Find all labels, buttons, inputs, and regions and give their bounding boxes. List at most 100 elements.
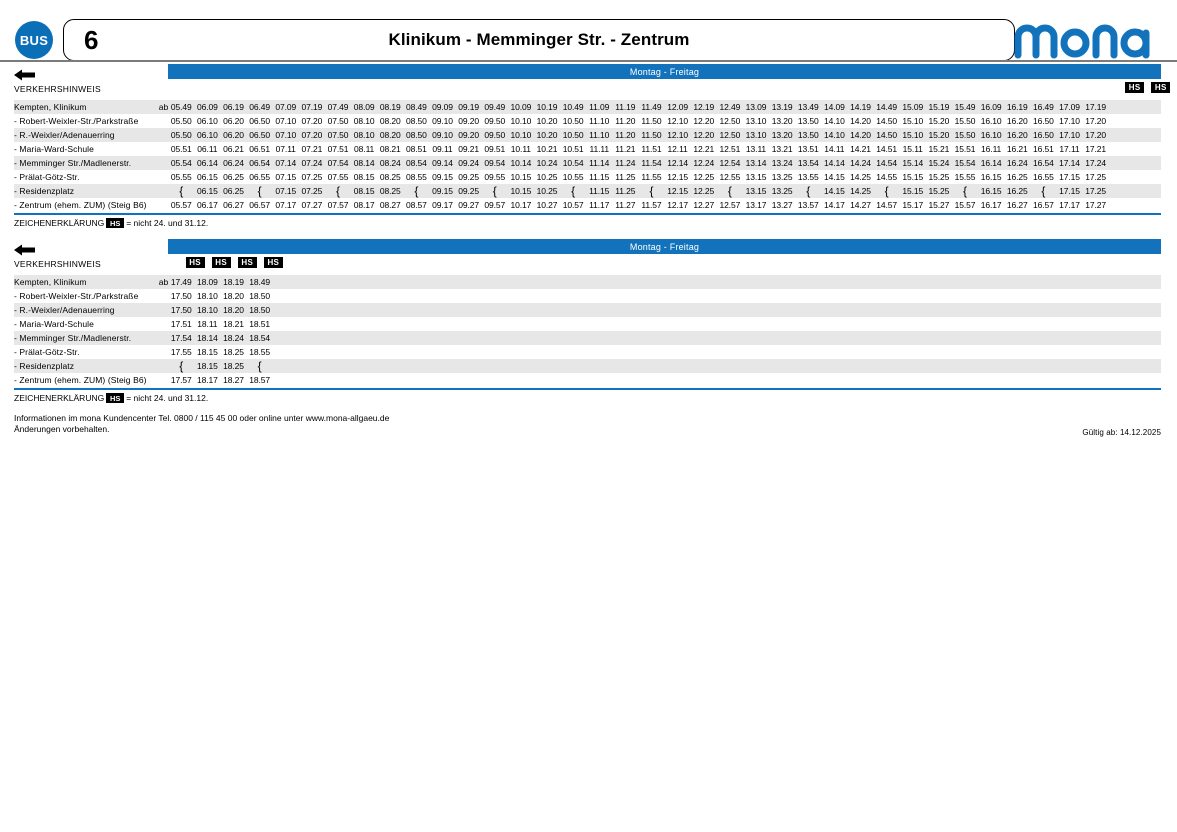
empty-cell xyxy=(351,275,378,289)
day-range-bar-0: Montag - Freitag xyxy=(168,64,1161,79)
empty-cell xyxy=(1030,289,1056,303)
empty-cell xyxy=(482,345,508,359)
footer-info: Informationen im mona Kundencenter Tel. … xyxy=(14,413,389,435)
empty-cell xyxy=(1083,289,1109,303)
empty-cell xyxy=(1135,198,1161,212)
departure-time-cell: 15.49 xyxy=(951,100,979,114)
empty-cell xyxy=(1134,331,1161,345)
table-row: - R.-Weixler/Adenauerring 05.50 06.10 06.20… xyxy=(14,128,1161,142)
departure-time-cell: 06.10 xyxy=(194,128,221,142)
empty-cell xyxy=(925,275,952,289)
departure-time-cell: 17.15 xyxy=(1059,172,1080,182)
legend-prefix-0: ZEICHENERKLÄRUNG xyxy=(14,218,105,228)
departure-time-cell: 07.21 xyxy=(301,144,323,154)
departure-marker-cell xyxy=(154,184,169,198)
departure-time-cell: 15.51 xyxy=(954,144,976,154)
departure-time-cell: 09.21 xyxy=(458,144,480,154)
departure-time-cell: 16.51 xyxy=(1032,144,1054,154)
empty-cell xyxy=(873,303,900,317)
departure-time-cell: 09.27 xyxy=(458,200,480,210)
empty-cell xyxy=(351,373,377,387)
empty-cell xyxy=(1004,303,1031,317)
traffic-note-label-0: VERKEHRSHINWEIS xyxy=(14,84,101,94)
departure-time-cell: 10.25 xyxy=(533,184,561,198)
departure-time-cell: 10.10 xyxy=(507,128,534,142)
empty-cell xyxy=(821,275,848,289)
departure-time-cell: 06.57 xyxy=(249,200,271,210)
empty-cell xyxy=(1056,275,1083,289)
departure-time-cell: 08.25 xyxy=(377,184,404,198)
empty-cell xyxy=(847,359,874,373)
empty-cell xyxy=(324,275,352,289)
empty-cell xyxy=(899,331,926,345)
empty-cell xyxy=(586,345,612,359)
empty-cell xyxy=(481,303,508,317)
empty-cell xyxy=(1134,359,1161,373)
empty-cell xyxy=(612,317,638,331)
departure-time-cell: 13.15 xyxy=(745,172,767,182)
departure-time-cell: 13.49 xyxy=(795,100,822,114)
departure-marker-cell xyxy=(154,331,169,345)
departure-time-cell: 16.17 xyxy=(980,200,1002,210)
departure-time-cell: 08.24 xyxy=(377,156,404,170)
table-row: Kempten, Klinikum ab 17.49 18.09 18.19 18.49 xyxy=(14,275,1161,289)
departure-time-cell: 10.14 xyxy=(507,156,534,170)
empty-cell xyxy=(769,359,796,373)
empty-cell xyxy=(873,331,900,345)
departure-time-cell: 16.25 xyxy=(1004,184,1031,198)
departure-time-cell: 18.09 xyxy=(194,275,221,289)
empty-cell xyxy=(586,289,612,303)
empty-cell xyxy=(560,359,587,373)
departure-time-cell: 08.10 xyxy=(351,128,378,142)
departure-time-cell: 13.14 xyxy=(742,156,770,170)
empty-cell xyxy=(769,331,796,345)
empty-cell xyxy=(1109,345,1135,359)
table-row: - Zentrum (ehem. ZUM) (Steig B6) 05.57 06.… xyxy=(14,198,1161,212)
departure-time-cell: 18.10 xyxy=(196,291,218,301)
departure-time-cell: 08.09 xyxy=(351,100,378,114)
empty-cell xyxy=(377,289,403,303)
departure-time-cell: 16.24 xyxy=(1004,156,1031,170)
empty-cell xyxy=(1030,317,1056,331)
empty-cell xyxy=(1108,100,1135,114)
empty-cell xyxy=(533,303,561,317)
departure-time-cell: 14.14 xyxy=(821,156,848,170)
empty-cell xyxy=(873,275,900,289)
empty-cell xyxy=(508,317,534,331)
empty-cell xyxy=(978,345,1004,359)
empty-cell xyxy=(560,303,587,317)
departure-time-cell: 18.57 xyxy=(249,375,271,385)
departure-time-cell: 07.11 xyxy=(275,144,296,154)
empty-cell xyxy=(455,359,482,373)
empty-cell xyxy=(716,331,743,345)
departure-time-cell: 06.27 xyxy=(223,200,244,210)
empty-cell xyxy=(612,373,638,387)
departure-time-cell: 10.19 xyxy=(533,100,561,114)
empty-cell xyxy=(638,359,665,373)
empty-cell xyxy=(1004,345,1030,359)
departure-time-cell: 17.27 xyxy=(1085,200,1107,210)
no-stop-brace-cell: { xyxy=(716,184,743,198)
departure-time-cell: 06.09 xyxy=(194,100,221,114)
empty-cell xyxy=(533,331,561,345)
departure-marker-cell xyxy=(154,114,168,128)
departure-time-cell: 16.57 xyxy=(1032,200,1054,210)
departure-time-cell: 07.15 xyxy=(272,184,299,198)
departure-marker-cell: ab xyxy=(154,100,169,114)
table-bottom-rule-1 xyxy=(14,388,1161,390)
no-stop-brace-cell: { xyxy=(168,359,195,373)
no-stop-brace-cell: { xyxy=(403,184,430,198)
departure-time-cell: 12.11 xyxy=(667,144,688,154)
empty-cell xyxy=(1134,100,1161,114)
departure-time-cell: 15.11 xyxy=(902,144,923,154)
empty-cell xyxy=(324,359,352,373)
departure-time-cell: 09.10 xyxy=(432,116,453,126)
empty-cell xyxy=(665,317,691,331)
departure-time-cell: 15.27 xyxy=(928,200,950,210)
departure-time-cell: 09.50 xyxy=(484,116,506,126)
mona-logo xyxy=(1013,15,1161,59)
empty-cell xyxy=(1109,317,1135,331)
departure-time-cell: 14.10 xyxy=(823,116,845,126)
empty-cell xyxy=(638,373,664,387)
empty-cell xyxy=(456,289,482,303)
